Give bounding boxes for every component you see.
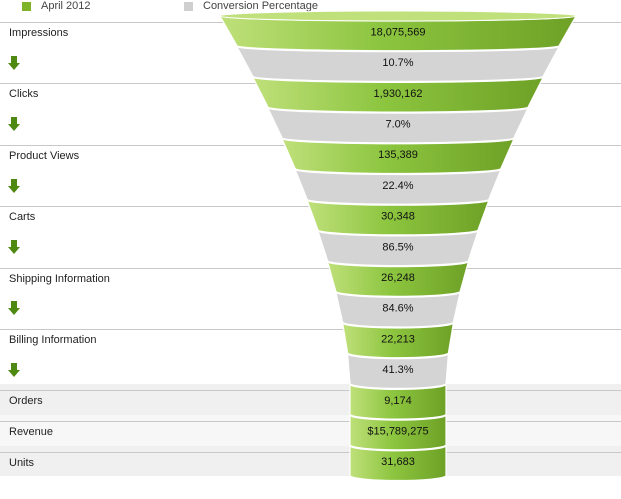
stage-band <box>349 445 447 482</box>
down-arrow-icon <box>8 362 20 377</box>
conversion-band <box>335 291 461 328</box>
stage-value: 1,930,162 <box>374 88 423 100</box>
stage-band <box>342 322 454 359</box>
down-arrow-icon <box>8 239 20 254</box>
row-divider <box>0 421 621 423</box>
row-divider <box>0 390 621 392</box>
conversion-segment: 84.6% <box>335 291 461 328</box>
conversion-segment: 22.4% <box>294 168 502 205</box>
conversion-band <box>317 230 479 267</box>
stage-segment: 30,348 <box>306 199 490 236</box>
conversion-value: 86.5% <box>382 241 413 253</box>
row-label: Impressions <box>9 27 69 39</box>
stage-segment: 22,213 <box>342 322 454 359</box>
conversion-band <box>236 46 560 82</box>
stage-segment: 31,683 <box>349 445 447 482</box>
row-label: Product Views <box>9 149 80 162</box>
down-arrow-icon <box>8 55 20 70</box>
stage-value: 22,213 <box>381 333 415 345</box>
conversion-segment: 10.7% <box>236 46 560 82</box>
funnel-top-rim <box>219 10 577 22</box>
row-label: Clicks <box>9 88 39 101</box>
stage-value: 30,348 <box>381 211 415 223</box>
stage-band <box>349 384 447 420</box>
stage-segment: 26,248 <box>326 261 470 297</box>
stage-segment: 1,930,162 <box>252 76 544 113</box>
stage-band <box>252 76 544 113</box>
legend-label-april-2012: April 2012 <box>41 0 91 12</box>
row-label: Units <box>9 456 35 469</box>
summary-value: $15,789,275 <box>367 425 428 437</box>
stage-value: 18,075,569 <box>370 26 425 38</box>
conversion-band <box>346 353 450 389</box>
legend: April 2012 Conversion Percentage <box>0 0 621 14</box>
stage-value: 9,174 <box>384 395 412 407</box>
conversion-segment: 7.0% <box>267 107 529 144</box>
summary-row-band <box>0 415 621 446</box>
stage-value: 135,389 <box>378 149 418 161</box>
row-divider <box>0 329 621 330</box>
stage-segment: 135,389 <box>281 138 515 175</box>
row-label: Shipping Information <box>9 272 110 285</box>
stage-segment: 18,075,569 <box>219 10 577 52</box>
conversion-value: 22.4% <box>382 180 413 192</box>
stage-band <box>349 414 447 451</box>
conversion-value: 7.0% <box>385 118 410 130</box>
row-label: Carts <box>9 211 36 224</box>
row-divider <box>0 267 621 269</box>
legend-label-conversion-percentage: Conversion Percentage <box>203 0 318 12</box>
conversion-band <box>267 107 529 144</box>
legend-swatch-conversion-percentage <box>184 2 193 11</box>
summary-row-band <box>0 384 621 416</box>
stage-segment: $15,789,275 <box>349 414 447 451</box>
summary-row-band <box>0 445 621 477</box>
conversion-value: 10.7% <box>382 57 413 69</box>
stage-band <box>326 261 470 297</box>
stage-band <box>281 138 515 175</box>
stage-band <box>306 199 490 236</box>
down-arrow-icon <box>8 178 20 193</box>
stage-value: 26,248 <box>381 272 415 284</box>
summary-value: 31,683 <box>381 456 415 468</box>
row-label: Revenue <box>9 426 54 439</box>
row-label: Billing Information <box>9 334 97 346</box>
stage-segment: 9,174 <box>349 384 447 420</box>
legend-swatch-april-2012 <box>22 2 31 11</box>
row-label: Orders <box>9 395 43 408</box>
conversion-band <box>294 168 502 205</box>
row-divider <box>0 451 621 453</box>
conversion-segment: 41.3% <box>346 353 450 389</box>
conversion-value: 41.3% <box>382 364 413 376</box>
conversion-segment: 86.5% <box>317 230 479 267</box>
down-arrow-icon <box>8 117 20 132</box>
down-arrow-icon <box>8 301 20 316</box>
conversion-value: 84.6% <box>382 303 413 315</box>
